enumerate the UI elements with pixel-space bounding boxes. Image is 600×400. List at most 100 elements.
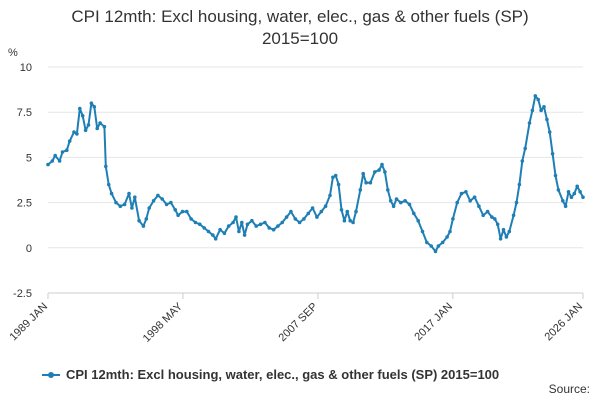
data-point xyxy=(445,235,449,239)
data-point xyxy=(527,121,532,125)
legend-dot xyxy=(48,371,54,378)
chart-subtitle-line: 2015=100 xyxy=(261,29,339,48)
data-point xyxy=(53,153,57,158)
data-point xyxy=(114,200,118,205)
data-point xyxy=(514,200,519,205)
data-point xyxy=(242,233,247,237)
data-point xyxy=(373,170,377,174)
data-point xyxy=(333,173,338,178)
data-point xyxy=(173,208,177,212)
data-point xyxy=(578,190,582,194)
data-point xyxy=(569,195,574,199)
data-point xyxy=(231,220,235,225)
data-point xyxy=(65,148,69,152)
data-point xyxy=(436,244,441,248)
data-point xyxy=(245,222,250,227)
data-point xyxy=(412,211,416,216)
data-point xyxy=(517,182,522,187)
data-point xyxy=(60,150,65,154)
data-point xyxy=(67,139,72,143)
data-point xyxy=(133,195,137,199)
data-point xyxy=(222,231,227,236)
data-point xyxy=(498,237,503,241)
data-point xyxy=(323,204,328,208)
data-point xyxy=(83,128,88,133)
data-point xyxy=(80,114,85,118)
data-point xyxy=(284,215,289,219)
x-tick-label: 1989 JAN xyxy=(7,301,50,344)
y-tick-label: 10 xyxy=(20,62,32,74)
data-point xyxy=(164,202,169,207)
data-point xyxy=(520,159,525,163)
data-point xyxy=(388,199,393,203)
data-point xyxy=(160,197,164,201)
data-point xyxy=(319,209,324,214)
data-point xyxy=(302,217,306,221)
data-point xyxy=(530,108,535,113)
data-point xyxy=(127,191,131,196)
data-point xyxy=(202,226,206,230)
data-point xyxy=(95,126,99,131)
data-point xyxy=(523,146,527,151)
data-point xyxy=(472,195,477,199)
data-point xyxy=(169,200,173,205)
data-point xyxy=(267,226,272,230)
data-point xyxy=(455,200,460,205)
data-point xyxy=(448,229,452,234)
data-point xyxy=(310,206,315,210)
data-point xyxy=(507,229,512,234)
chart-title: CPI 12mth: Excl housing, water, elec., g… xyxy=(0,6,600,50)
data-point xyxy=(451,217,455,221)
data-point xyxy=(351,220,355,225)
data-point xyxy=(485,209,490,214)
data-point xyxy=(137,218,141,223)
data-point xyxy=(403,199,407,203)
data-point xyxy=(429,244,434,248)
data-point xyxy=(297,220,302,225)
data-point xyxy=(144,217,149,221)
data-point xyxy=(263,220,267,225)
data-point xyxy=(306,211,311,216)
data-point xyxy=(425,240,429,245)
x-tick-label: 2007 SEP xyxy=(277,301,321,345)
data-point xyxy=(293,217,298,221)
data-point xyxy=(342,218,347,223)
data-point xyxy=(380,162,384,167)
data-point xyxy=(271,227,276,232)
data-point xyxy=(561,199,565,203)
data-point xyxy=(218,227,222,232)
data-point xyxy=(211,233,215,237)
data-point xyxy=(176,213,180,218)
data-point xyxy=(345,209,350,214)
data-point xyxy=(89,101,94,105)
data-point xyxy=(391,204,396,208)
data-point xyxy=(104,164,108,169)
data-point xyxy=(504,235,509,239)
chart-title-line: CPI 12mth: Excl housing, water, elec., g… xyxy=(71,7,529,26)
data-point xyxy=(147,206,151,210)
data-point xyxy=(547,130,552,134)
y-tick-label: 2.5 xyxy=(17,198,32,210)
data-point xyxy=(57,159,62,163)
data-point xyxy=(542,105,546,109)
data-point xyxy=(553,173,558,178)
data-point xyxy=(383,170,387,174)
y-tick-label: 5 xyxy=(26,152,32,164)
x-tick-label: 2026 JAN xyxy=(542,301,585,344)
data-point xyxy=(477,204,481,208)
data-point xyxy=(156,193,160,198)
data-point xyxy=(539,108,543,113)
data-point xyxy=(563,204,568,208)
data-point xyxy=(250,218,254,223)
data-point xyxy=(92,105,97,109)
data-point xyxy=(533,94,538,98)
source-label: Source: xyxy=(548,382,590,396)
data-point xyxy=(276,224,280,228)
data-point xyxy=(106,182,111,187)
data-point xyxy=(98,121,102,125)
data-point xyxy=(399,200,403,205)
data-point xyxy=(234,215,238,219)
data-point xyxy=(433,249,438,254)
legend[interactable]: CPI 12mth: Excl housing, water, elec., g… xyxy=(42,367,499,382)
